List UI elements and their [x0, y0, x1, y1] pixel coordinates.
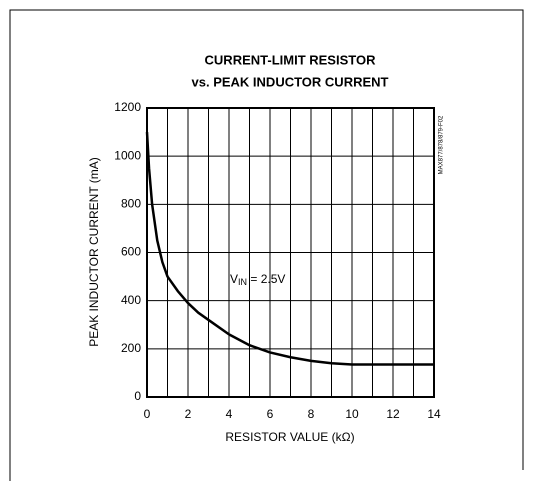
x-tick-label: 0	[144, 407, 151, 421]
y-tick-label: 1000	[114, 148, 141, 162]
x-axis-label: RESISTOR VALUE (kΩ)	[225, 430, 354, 444]
x-tick-label: 12	[386, 407, 400, 421]
y-tick-label: 400	[121, 293, 141, 307]
frame	[9, 9, 524, 481]
y-tick-label: 1200	[114, 100, 141, 114]
x-tick-label: 10	[345, 407, 359, 421]
data-line	[145, 132, 434, 366]
annotation-sub: IN	[238, 277, 247, 287]
annotation-rest: = 2.5V	[247, 272, 285, 286]
y-tick-label: 600	[121, 245, 141, 259]
annotation: VIN = 2.5V	[230, 272, 285, 287]
annotation-main: V	[230, 272, 238, 286]
y-axis-label: PEAK INDUCTOR CURRENT (mA)	[87, 157, 101, 347]
plot-border	[146, 107, 435, 398]
y-tick-label: 200	[121, 341, 141, 355]
y-tick-label: 0	[134, 389, 141, 403]
x-tick-label: 14	[427, 407, 441, 421]
x-tick-label: 2	[185, 407, 192, 421]
chart-title: CURRENT-LIMIT RESISTOR	[205, 52, 377, 67]
y-tick-label: 800	[121, 197, 141, 211]
x-tick-label: 8	[308, 407, 315, 421]
chart-subtitle: vs. PEAK INDUCTOR CURRENT	[192, 74, 389, 89]
figure-id: MAX877/878/879-F02	[439, 115, 445, 174]
x-tick-label: 4	[226, 407, 233, 421]
x-tick-label: 6	[267, 407, 274, 421]
